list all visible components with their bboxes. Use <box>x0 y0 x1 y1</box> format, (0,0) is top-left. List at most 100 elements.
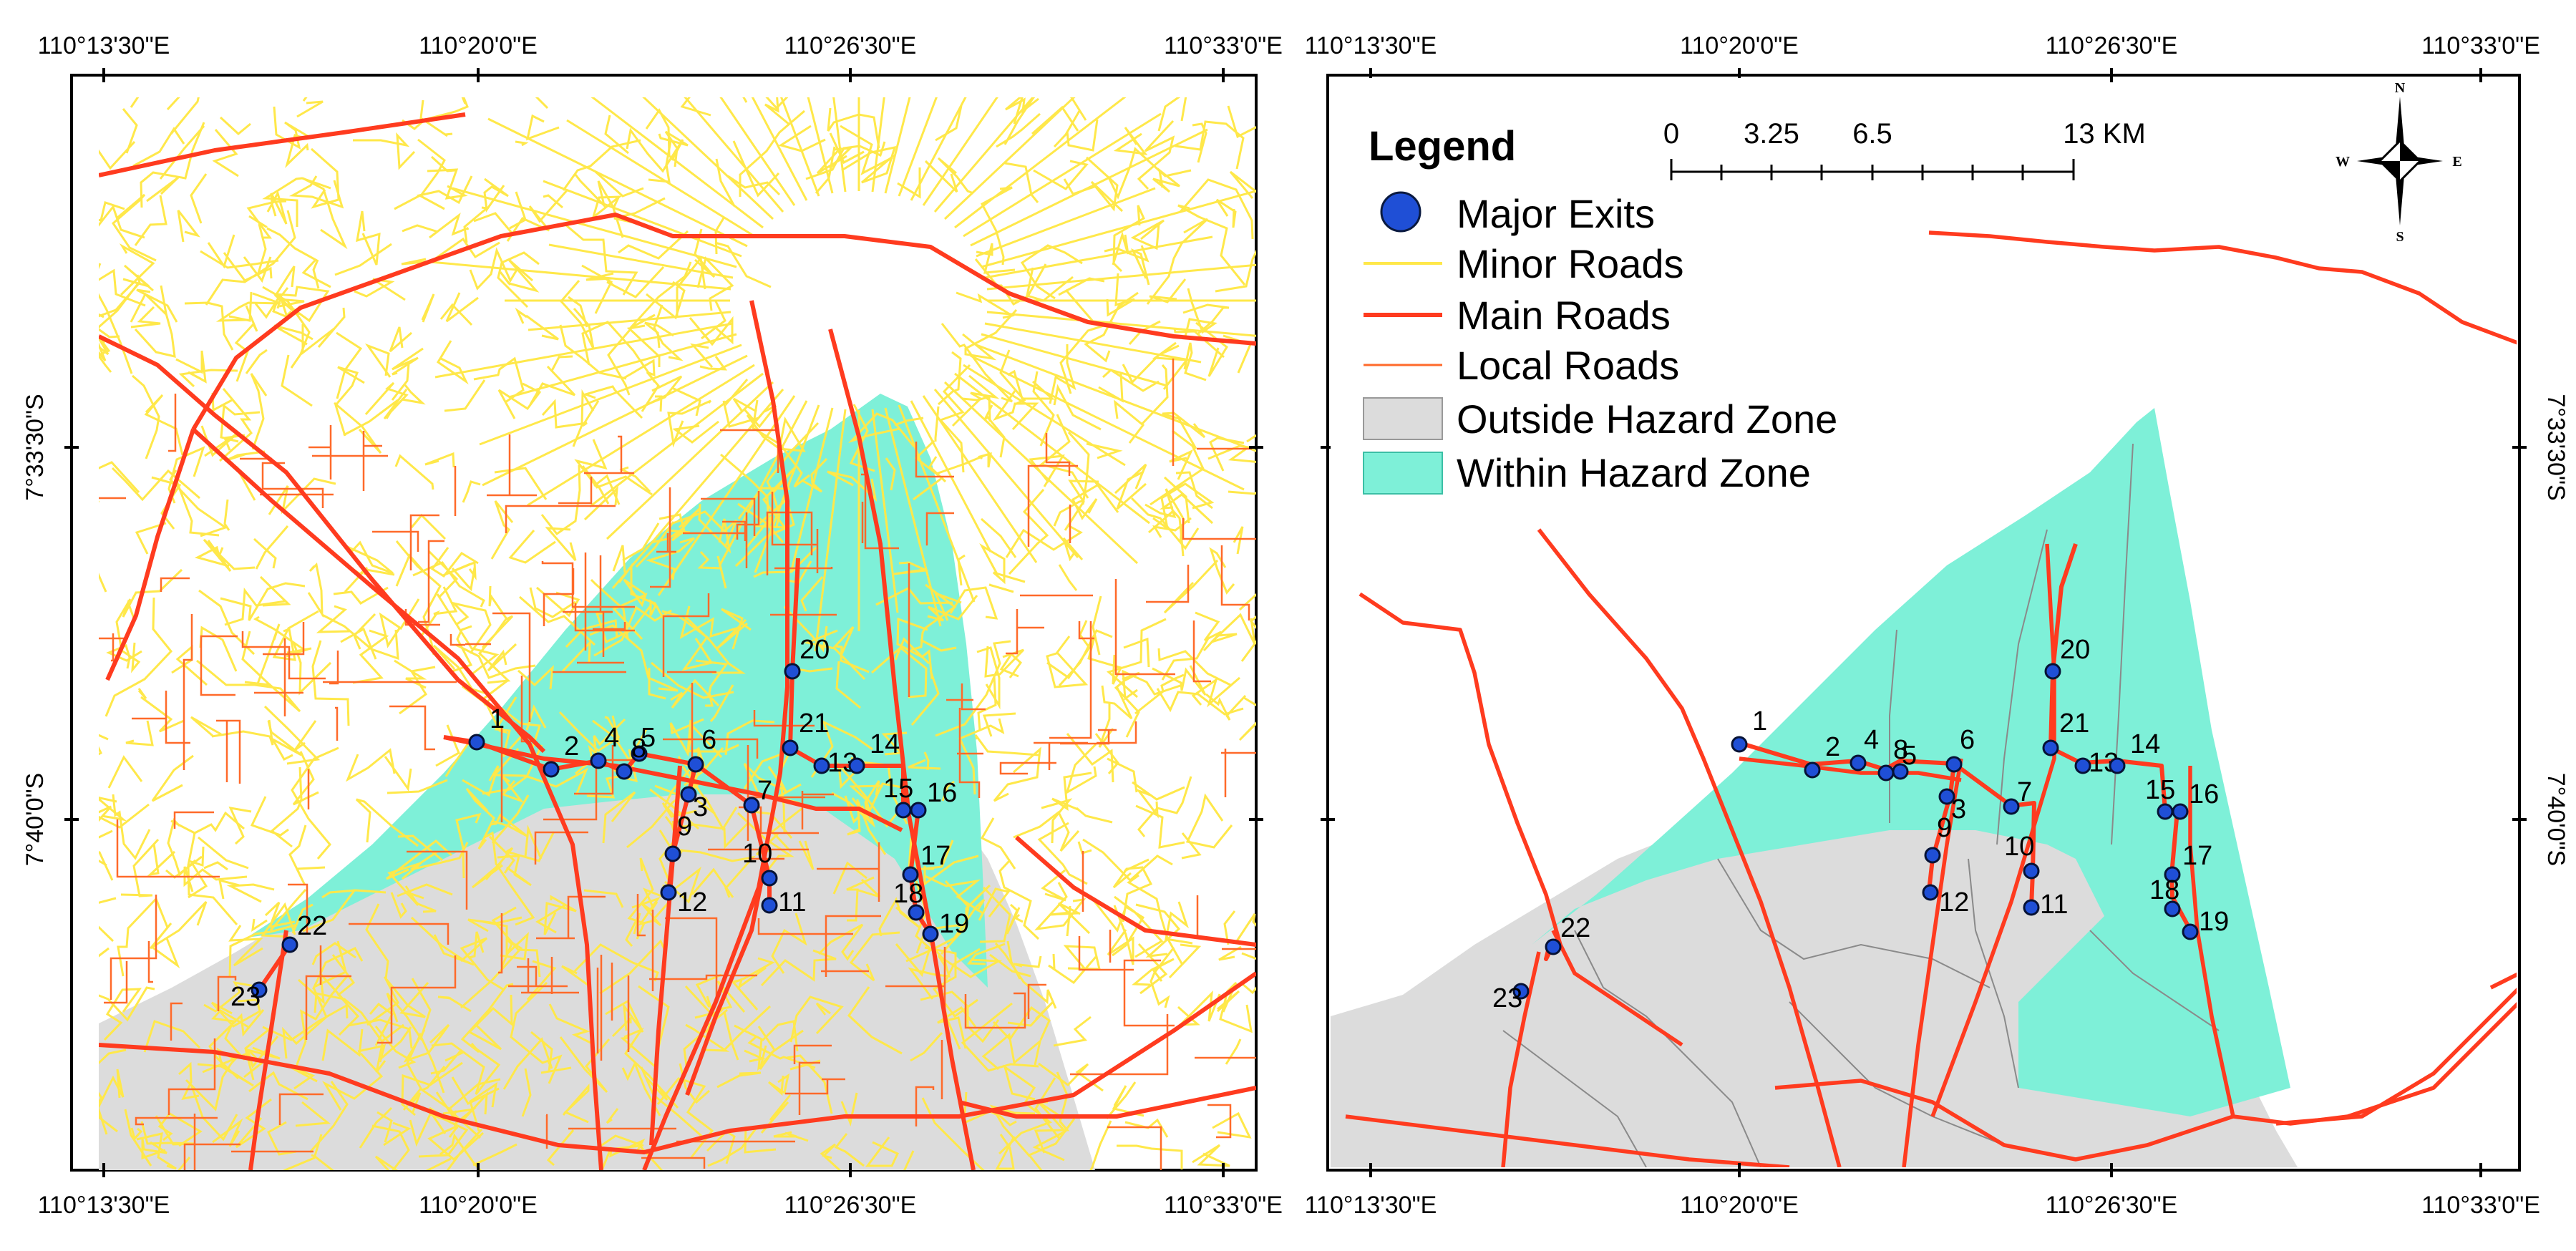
local-road <box>183 1143 240 1170</box>
minor-road <box>143 1020 201 1053</box>
minor-road <box>807 97 834 194</box>
right-exit-marker-20 <box>2044 663 2061 680</box>
minor-road <box>832 861 867 895</box>
minor-road <box>1063 945 1101 970</box>
north-arrow-s <box>2396 175 2404 225</box>
local-road <box>701 497 756 536</box>
local-road <box>1070 1014 1169 1076</box>
local-road <box>1097 721 1137 744</box>
minor-road <box>543 194 563 209</box>
minor-road <box>394 454 434 490</box>
local-road <box>662 593 710 677</box>
minor-road <box>1106 273 1135 317</box>
local-road <box>798 1061 820 1115</box>
minor-road <box>389 326 412 353</box>
minor-road <box>827 107 880 149</box>
right-exit-label-1: 1 <box>1752 706 1767 736</box>
minor-road <box>840 1092 858 1127</box>
minor-road <box>311 147 340 209</box>
minor-road <box>595 604 653 644</box>
minor-road <box>998 860 1040 940</box>
local-road <box>160 577 190 592</box>
minor-road <box>609 1144 664 1170</box>
right-exit-label-10: 10 <box>2004 832 2034 862</box>
minor-road <box>1216 990 1240 1013</box>
scale-label-0: 0 <box>1663 118 1679 150</box>
minor-road <box>604 115 629 155</box>
minor-road <box>1066 733 1114 783</box>
minor-road <box>244 1026 273 1081</box>
minor-road <box>698 503 732 554</box>
minor-road <box>562 139 641 191</box>
minor-road <box>658 837 702 904</box>
minor-road <box>937 954 1003 978</box>
north-arrow-e <box>2414 157 2443 165</box>
minor-road <box>963 364 1126 467</box>
minor-road <box>122 568 183 619</box>
left-main-roads <box>99 112 1256 1170</box>
minor-road <box>383 976 429 1018</box>
main-road <box>191 427 603 1170</box>
minor-road <box>849 931 900 982</box>
local-road <box>541 561 635 608</box>
minor-road <box>250 373 268 450</box>
minor-road <box>401 384 426 405</box>
minor-road <box>130 306 161 328</box>
right-exit-marker-16 <box>2172 803 2189 820</box>
minor-road <box>147 843 176 877</box>
local-road <box>771 492 819 573</box>
minor-road <box>1152 167 1180 193</box>
minor-road <box>272 303 292 318</box>
minor-road <box>1124 1118 1169 1138</box>
minor-road <box>99 328 120 356</box>
minor-road <box>267 1121 297 1156</box>
minor-road <box>1048 953 1097 984</box>
minor-road <box>346 748 396 782</box>
minor-road <box>264 901 296 929</box>
minor-road <box>526 960 557 1001</box>
left-exit-label-18: 18 <box>893 879 923 909</box>
local-road <box>736 491 760 540</box>
minor-road <box>499 258 540 293</box>
minor-road <box>250 796 289 837</box>
minor-road <box>1046 636 1089 688</box>
minor-road <box>99 1048 127 1104</box>
main-road <box>248 930 288 1170</box>
local-road <box>543 759 634 821</box>
minor-road <box>1195 321 1228 377</box>
main-road <box>99 971 1256 1154</box>
right-lat-1: 7°33'30"S <box>2542 394 2570 500</box>
minor-road <box>562 1084 590 1124</box>
minor-road <box>1209 547 1235 595</box>
minor-road <box>378 1026 412 1062</box>
local-road <box>200 635 238 696</box>
minor-road <box>840 125 893 176</box>
minor-road <box>798 840 815 870</box>
minor-road <box>626 127 684 173</box>
legend-exit-symbol <box>1380 191 1421 233</box>
boundary-line <box>1502 1030 1647 1167</box>
minor-road <box>764 97 790 126</box>
minor-road <box>429 261 732 291</box>
minor-road <box>924 160 958 193</box>
minor-road <box>356 210 381 266</box>
minor-road <box>590 97 764 229</box>
minor-road <box>1006 903 1021 935</box>
minor-road <box>589 372 764 508</box>
local-road <box>168 394 177 452</box>
minor-road <box>416 175 473 210</box>
minor-road <box>626 781 701 849</box>
minor-road <box>644 1076 669 1101</box>
local-road <box>377 955 457 1044</box>
minor-road <box>1062 537 1084 562</box>
left-exit-label-14: 14 <box>870 729 900 759</box>
minor-road <box>434 322 734 379</box>
minor-road <box>469 1081 498 1131</box>
minor-road <box>976 344 1256 452</box>
minor-road <box>246 1036 281 1069</box>
right-exit-marker-17 <box>2164 866 2181 883</box>
local-road <box>1107 1126 1162 1170</box>
minor-road <box>695 973 722 1008</box>
